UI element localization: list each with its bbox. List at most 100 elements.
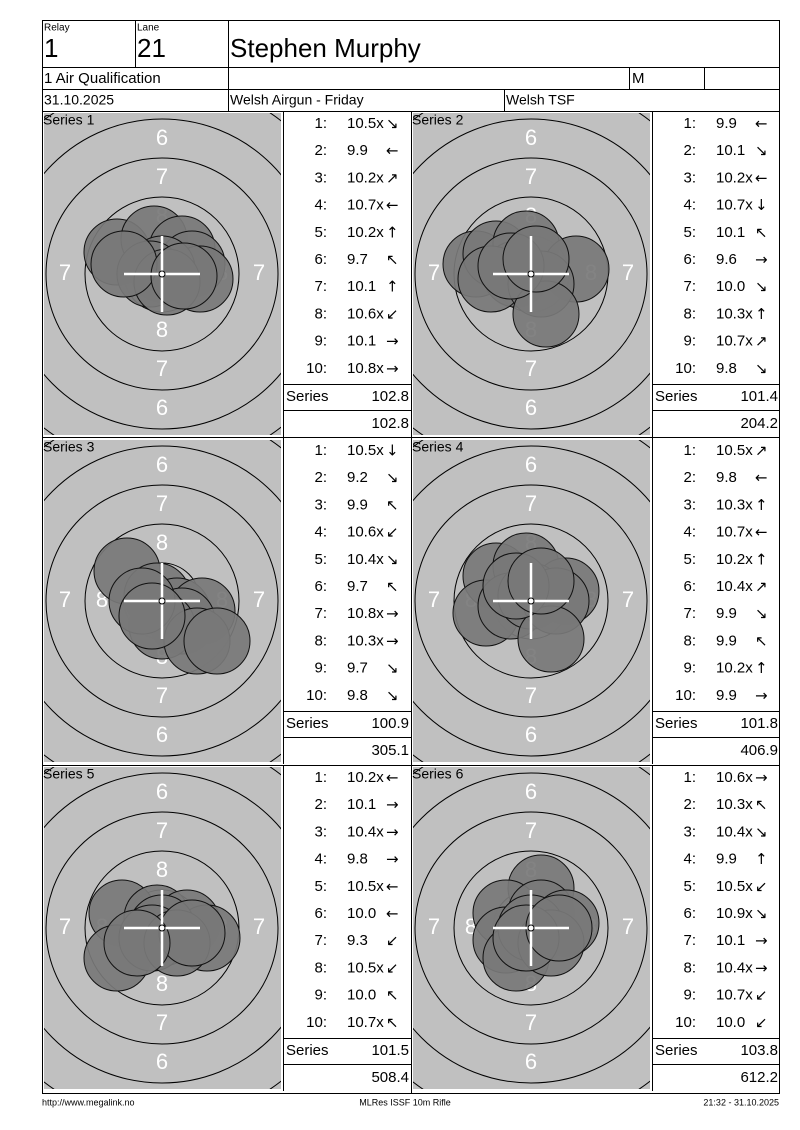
shot-score: 9.7: [347, 578, 368, 595]
shot-score: 9.8: [716, 360, 737, 377]
shot-score: 10.7x: [347, 197, 384, 214]
shot-direction: ↘: [755, 359, 768, 377]
shot-direction: ←: [755, 523, 768, 541]
shot-score: 9.6: [716, 251, 737, 268]
shot-score: 10.5x: [716, 442, 753, 459]
shot-direction: ←: [386, 769, 399, 787]
shot-number: 2:: [314, 469, 327, 486]
ring: [44, 772, 281, 1084]
shot-direction: →: [755, 686, 768, 704]
shot-direction: ←: [755, 169, 768, 187]
shot-score: 10.4x: [716, 959, 753, 976]
centre-dot: [158, 270, 166, 278]
series-title: Series 6: [412, 766, 464, 782]
shot-direction: ↖: [755, 796, 768, 814]
shot-direction: ↘: [386, 659, 399, 677]
ring-label: 6: [525, 1049, 537, 1074]
shot-number: 10:: [675, 1014, 696, 1031]
centre-dot: [527, 597, 535, 605]
shot-score: 10.3x: [716, 305, 753, 322]
shot-score: 10.5x: [347, 115, 384, 132]
cumulative-total: 612.2: [740, 1069, 778, 1086]
relay-label: Relay: [44, 23, 70, 34]
ring-label: 6: [156, 1049, 168, 1074]
shot-number: 6:: [314, 251, 327, 268]
shot-direction: ↙: [755, 1013, 768, 1031]
shot-direction: ↙: [386, 932, 399, 950]
target: 6677778888: [44, 113, 281, 435]
shot-number: 6:: [314, 905, 327, 922]
shot-number: 3:: [314, 496, 327, 513]
cumulative-total: 305.1: [371, 742, 409, 759]
shot-direction: ↗: [386, 169, 399, 187]
ring-label: 6: [156, 395, 168, 420]
shot-number: 4:: [314, 524, 327, 541]
series-panels: 6677778888Series 11:10.5x↘2:9.9←3:10.2x↗…: [43, 111, 780, 1091]
shot-score: 9.9: [716, 632, 737, 649]
shot-number: 5:: [683, 551, 696, 568]
shot-score: 10.4x: [347, 823, 384, 840]
ring-label: 6: [156, 722, 168, 747]
ring-label: 6: [525, 395, 537, 420]
series-title: Series 4: [412, 439, 464, 455]
shot-number: 7:: [314, 605, 327, 622]
shot-score: 10.7x: [716, 987, 753, 1004]
shot-direction: →: [386, 796, 399, 814]
ring: [84, 196, 240, 352]
centre-dot: [158, 924, 166, 932]
shot-score: 9.9: [716, 687, 737, 704]
shot-direction: ↓: [755, 196, 768, 214]
ring-label: 7: [156, 1010, 168, 1035]
ring: [45, 484, 279, 718]
shot-score: 10.1: [716, 932, 745, 949]
shot-hole: [150, 242, 218, 310]
shot-direction: →: [386, 332, 399, 350]
outer-border: [42, 20, 780, 1094]
shot-hole: [90, 230, 158, 298]
shot-score: 10.7x: [347, 1014, 384, 1031]
shot-number: 7:: [314, 278, 327, 295]
shot-number: 3:: [683, 169, 696, 186]
footer-timestamp: 21:32 - 31.10.2025: [703, 1097, 779, 1107]
shot-hole: [103, 909, 171, 977]
shot-number: 9:: [683, 660, 696, 677]
ring: [453, 850, 609, 1006]
ring: [44, 445, 281, 757]
series-label: Series: [655, 388, 698, 405]
shot-score: 10.3x: [716, 496, 753, 513]
lane-label: Lane: [137, 23, 160, 34]
shot-direction: ←: [755, 115, 768, 133]
ring-label: 7: [428, 914, 440, 939]
ring-label: 6: [156, 452, 168, 477]
lane: 21: [137, 33, 166, 63]
ring-label: 8: [156, 317, 168, 342]
ring-label: 6: [525, 452, 537, 477]
shot-score: 10.8x: [347, 605, 384, 622]
shot-score: 10.2x: [347, 169, 384, 186]
shot-number: 6:: [314, 578, 327, 595]
shot-number: 2:: [683, 796, 696, 813]
shot-direction: ↘: [386, 115, 399, 133]
shot-number: 3:: [314, 823, 327, 840]
series-title: Series 2: [412, 112, 464, 128]
shot-direction: →: [755, 932, 768, 950]
cumulative-total: 102.8: [371, 415, 409, 432]
shot-hole: [502, 225, 570, 293]
shot-direction: ↘: [755, 905, 768, 923]
shot-direction: ↑: [386, 278, 399, 296]
ring-label: 7: [156, 818, 168, 843]
footer-url: http://www.megalink.no: [42, 1097, 135, 1107]
shot-score: 10.5x: [716, 878, 753, 895]
shot-number: 1:: [314, 442, 327, 459]
shot-direction: ↙: [386, 305, 399, 323]
shot-number: 10:: [675, 360, 696, 377]
shot-direction: →: [386, 359, 399, 377]
cumulative-total: 406.9: [740, 742, 778, 759]
ring: [413, 772, 650, 1084]
shot-number: 2:: [314, 796, 327, 813]
centre-dot: [158, 597, 166, 605]
shot-score: 10.3x: [716, 796, 753, 813]
shot-number: 9:: [683, 987, 696, 1004]
shot-score: 10.0: [716, 278, 745, 295]
